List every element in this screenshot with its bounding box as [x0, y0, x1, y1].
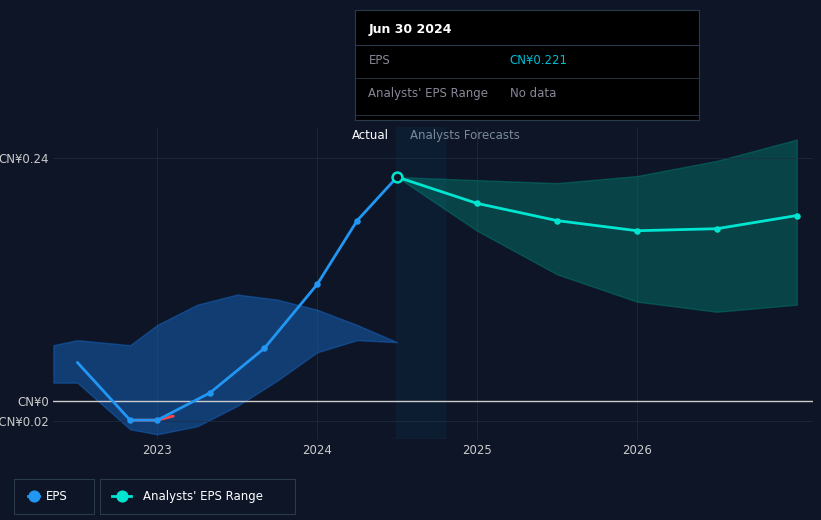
- Point: [470, 199, 484, 207]
- Text: Jun 30 2024: Jun 30 2024: [369, 23, 452, 36]
- Point: [258, 344, 271, 353]
- Bar: [396, 127, 445, 439]
- Text: Analysts Forecasts: Analysts Forecasts: [410, 129, 520, 142]
- Text: Analysts' EPS Range: Analysts' EPS Range: [369, 87, 488, 100]
- Text: Analysts' EPS Range: Analysts' EPS Range: [143, 490, 263, 503]
- Text: CN¥0.221: CN¥0.221: [510, 54, 568, 67]
- Point: [310, 280, 323, 289]
- Point: [391, 173, 404, 181]
- Text: EPS: EPS: [46, 490, 67, 503]
- Text: EPS: EPS: [369, 54, 390, 67]
- Point: [204, 388, 217, 397]
- Text: Actual: Actual: [352, 129, 389, 142]
- Point: [351, 216, 364, 225]
- Point: [631, 227, 644, 235]
- Point: [27, 492, 40, 500]
- Point: [791, 211, 804, 219]
- Point: [550, 216, 563, 225]
- Text: No data: No data: [510, 87, 556, 100]
- Point: [151, 416, 164, 424]
- Point: [710, 225, 723, 233]
- Point: [123, 416, 136, 424]
- Point: [115, 492, 128, 500]
